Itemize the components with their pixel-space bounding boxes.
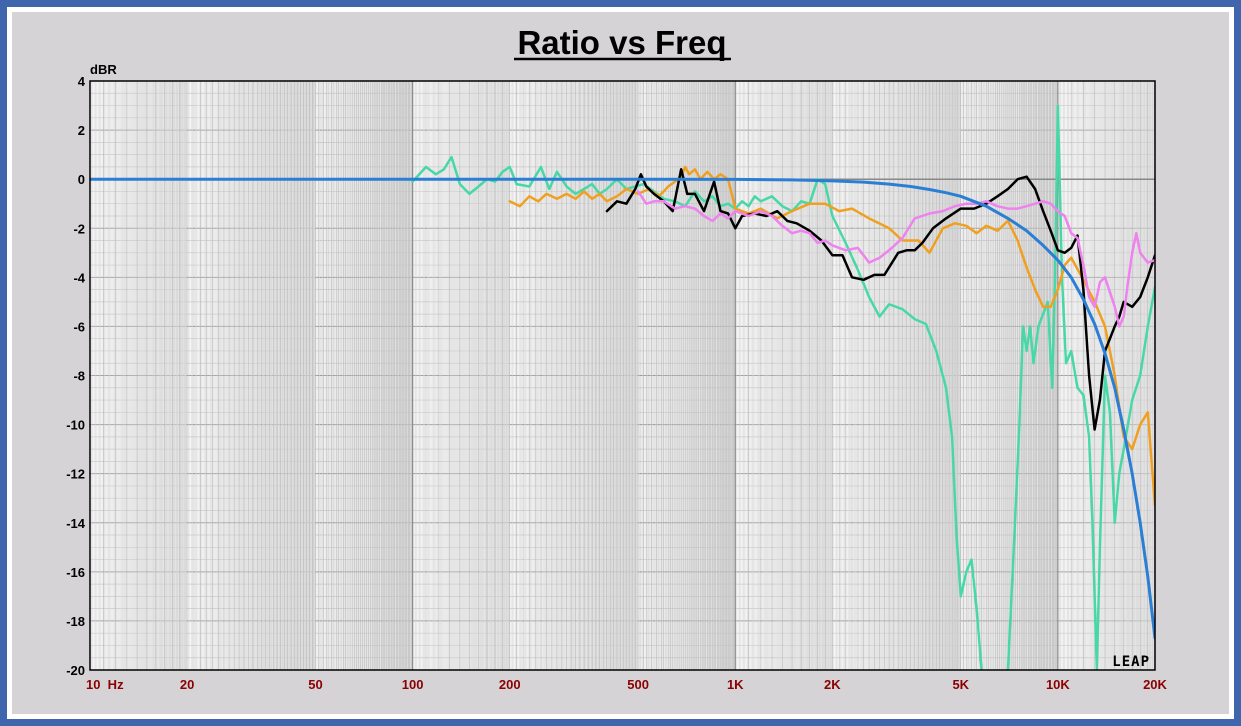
x-tick-label: 20 [180,677,194,692]
x-tick-labels: 10 Hz 20 50 100 200 500 1K 2K 5K 10K 20K [86,677,1168,692]
series-line-3 [508,165,1155,507]
y-tick-label: -4 [73,270,85,285]
x-tick-label: 20K [1143,677,1167,692]
y-tick-label: -20 [66,663,85,678]
y-tick-label: -2 [73,221,85,236]
y-axis-unit-label: dBR [90,62,117,77]
y-tick-label: 0 [78,172,85,187]
x-tick-label: 200 [499,677,521,692]
y-tick-label: -18 [66,614,85,629]
x-tick-label: 500 [627,677,649,692]
series-line-4 [605,168,1155,431]
y-tick-label: -12 [66,467,85,482]
plot-border [89,80,1156,671]
y-tick-label: -8 [73,369,85,384]
y-tick-label: -14 [66,516,86,531]
y-tick-label: -10 [66,418,85,433]
series-line-6 [90,177,1155,640]
leap-watermark: LEAP [1112,654,1150,670]
y-tick-labels: 4 2 0 -2 -4 -6 -8 -10 -12 -14 -16 -18 -20 [66,74,86,678]
series-line-5 [636,190,1155,328]
x-tick-label: 10K [1046,677,1070,692]
y-tick-label: 4 [78,74,86,89]
x-tick-label: 1K [727,677,744,692]
y-tick-label: -6 [73,319,85,334]
x-tick-label: 2K [824,677,841,692]
y-tick-label: -16 [66,565,85,580]
x-tick-label: 50 [308,677,322,692]
x-tick-label: 10 Hz [86,677,124,692]
y-tick-label: 2 [78,123,85,138]
x-tick-label: 5K [952,677,969,692]
x-tick-label: 100 [402,677,424,692]
data-series [90,104,1155,670]
chart-title: Ratio vs Freq [517,24,726,61]
